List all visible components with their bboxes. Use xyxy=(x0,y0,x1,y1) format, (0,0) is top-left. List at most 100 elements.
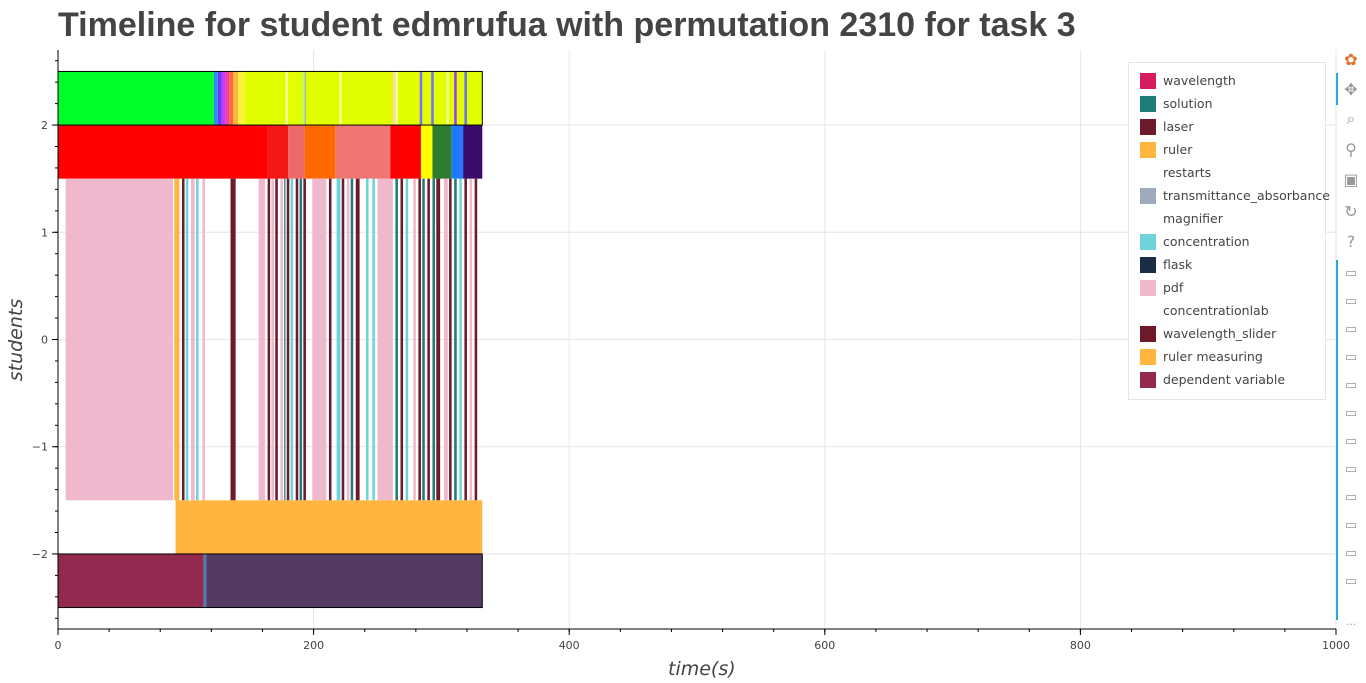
hover-tool-icon[interactable]: ▭ xyxy=(1344,294,1358,309)
timeline-segment xyxy=(432,178,436,501)
x-tick-label: 600 xyxy=(814,639,835,652)
timeline-segment xyxy=(431,71,434,126)
timeline-segment xyxy=(284,178,286,501)
timeline-segment xyxy=(390,125,421,179)
x-axis-label: time(s) xyxy=(668,658,736,680)
timeline-segment xyxy=(238,71,245,126)
y-tick-label: 2 xyxy=(41,119,48,132)
timeline-segment xyxy=(449,178,452,501)
timeline-segment xyxy=(312,178,327,501)
zoom-tool-icon[interactable]: ⌕ xyxy=(1346,109,1356,128)
x-tick-label: 0 xyxy=(55,639,62,652)
timeline-segment xyxy=(58,125,268,179)
y-tick-label: 0 xyxy=(41,334,48,347)
reset-tool-icon[interactable]: ↻ xyxy=(1344,202,1358,221)
timeline-segment xyxy=(58,71,214,126)
hover-tool-icon[interactable]: ▭ xyxy=(1344,350,1358,365)
hover-tool-icon[interactable]: ▭ xyxy=(1344,574,1358,589)
legend-label: pdf xyxy=(1163,280,1184,295)
hover-tool-icon[interactable]: ▭ xyxy=(1344,490,1358,505)
timeline-segment xyxy=(303,178,306,501)
legend-label: concentration xyxy=(1163,234,1250,249)
timeline-segment xyxy=(474,178,478,501)
timeline-segment xyxy=(392,71,396,126)
y-tick-label: −1 xyxy=(32,441,48,454)
hover-tool-icon[interactable]: ▭ xyxy=(1344,378,1358,393)
legend-swatch xyxy=(1140,96,1156,112)
legend-label: solution xyxy=(1163,96,1213,111)
y-tick-label: 1 xyxy=(41,226,48,239)
timeline-segment xyxy=(372,178,375,501)
timeline-segment xyxy=(203,553,207,608)
x-tick-label: 200 xyxy=(303,639,324,652)
x-tick-label: 800 xyxy=(1070,639,1091,652)
save-tool-icon[interactable]: ▣ xyxy=(1343,170,1359,189)
hover-tool-icon[interactable]: ▭ xyxy=(1344,518,1358,533)
hover-tool-icon[interactable]: ▭ xyxy=(1344,266,1358,281)
hover-tool-icon[interactable]: ▭ xyxy=(1344,462,1358,477)
chart-toolbar[interactable]: ✿ ✥ ⌕ ⚲ ▣ ↻? ▭ ▭ ▭ ▭ ▭ ▭ ▭ ▭ ▭ ▭ ▭ ▭ ··· xyxy=(1336,44,1366,634)
legend-label: ruler measuring xyxy=(1163,349,1263,364)
timeline-segment xyxy=(174,178,180,501)
chart-title: Timeline for student edmrufua with permu… xyxy=(58,6,1076,44)
legend-swatch xyxy=(1140,257,1156,273)
legend-swatch xyxy=(1140,326,1156,342)
timeline-segment xyxy=(290,178,294,501)
timeline-segment xyxy=(422,178,425,501)
x-tick-label: 400 xyxy=(559,639,580,652)
timeline-segment xyxy=(58,553,204,608)
timeline-segment xyxy=(355,178,360,501)
timeline-segment xyxy=(365,178,369,501)
bokeh-logo-icon[interactable]: ✿ xyxy=(1344,50,1358,69)
timeline-segment xyxy=(432,125,452,179)
timeline-segment xyxy=(341,178,345,501)
timeline-segment xyxy=(65,178,174,501)
timeline-segment xyxy=(335,125,391,179)
timeline-segment xyxy=(420,125,433,179)
more-tools-icon[interactable]: ··· xyxy=(1345,618,1357,631)
timeline-segment xyxy=(288,125,305,179)
pan-tool-icon[interactable]: ✥ xyxy=(1344,80,1358,99)
legend-label: restarts xyxy=(1163,165,1212,180)
legend-label: wavelength_slider xyxy=(1163,326,1277,341)
timeline-segment xyxy=(299,178,303,501)
legend-swatch xyxy=(1140,372,1156,388)
timeline-segment xyxy=(400,178,404,501)
timeline-segment xyxy=(350,178,354,501)
legend-label: dependent variable xyxy=(1163,372,1286,387)
timeline-segment xyxy=(225,71,230,126)
legend-swatch xyxy=(1140,234,1156,250)
timeline-segment xyxy=(469,178,473,501)
timeline-segment xyxy=(196,178,199,501)
hover-tool-icon[interactable]: ▭ xyxy=(1344,434,1358,449)
timeline-segment xyxy=(413,178,416,501)
timeline-segment xyxy=(454,71,457,126)
timeline-segment xyxy=(221,71,226,126)
timeline-segment xyxy=(286,178,290,501)
help-tool-icon[interactable]: ? xyxy=(1346,232,1356,251)
y-axis-label: students xyxy=(5,298,27,382)
legend-swatch xyxy=(1140,73,1156,89)
hover-tool-icon[interactable]: ▭ xyxy=(1344,546,1358,561)
timeline-segment xyxy=(328,178,332,501)
legend-swatch xyxy=(1140,142,1156,158)
timeline-segment xyxy=(300,71,304,126)
timeline-segment xyxy=(280,178,283,501)
timeline-segment xyxy=(190,178,195,501)
legend-swatch xyxy=(1140,211,1156,227)
timeline-segment xyxy=(346,178,350,501)
legend-label: flask xyxy=(1163,257,1193,272)
hover-tool-icon[interactable]: ▭ xyxy=(1344,406,1358,421)
timeline-segment xyxy=(275,178,278,501)
wheel-zoom-tool-icon[interactable]: ⚲ xyxy=(1345,140,1357,159)
timeline-segment xyxy=(463,125,483,179)
timeline-segment xyxy=(185,178,189,501)
chart-legend[interactable]: wavelength solution laser ruler restarts tran… xyxy=(1128,62,1330,400)
legend-label: wavelength xyxy=(1163,73,1236,88)
timeline-segment xyxy=(395,178,398,501)
timeline-segment xyxy=(213,71,218,126)
legend-swatch xyxy=(1140,303,1156,319)
hover-tool-icon[interactable]: ▭ xyxy=(1344,322,1358,337)
y-tick-label: −2 xyxy=(32,548,48,561)
